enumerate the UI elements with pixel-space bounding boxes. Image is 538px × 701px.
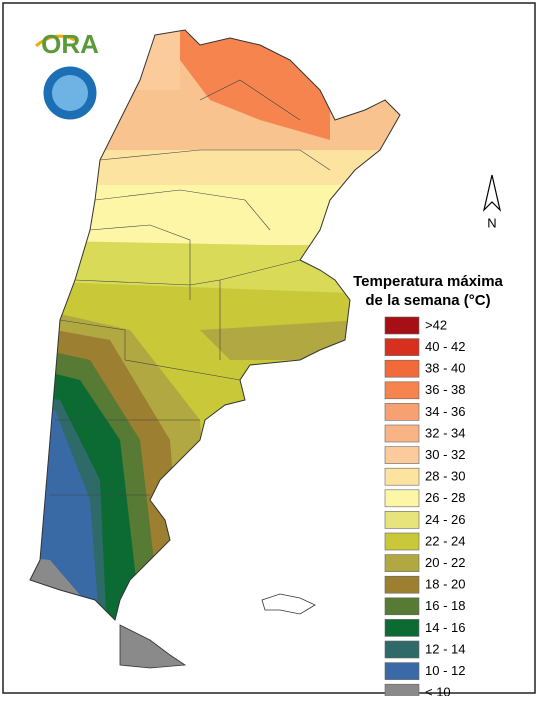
legend-swatch [384, 446, 420, 464]
legend-label: 20 - 22 [425, 555, 465, 570]
country-outline [29, 29, 401, 621]
legend-swatch [384, 316, 420, 335]
legend-swatch [384, 683, 420, 701]
legend-swatch [384, 640, 420, 659]
legend-swatch [384, 403, 420, 421]
legend-label: 24 - 26 [425, 512, 465, 527]
legend-label: 22 - 24 [425, 533, 465, 548]
legend-label: 18 - 20 [425, 577, 465, 592]
legend-label: < 10 [425, 685, 451, 696]
legend-swatch [384, 575, 420, 594]
province-borders [50, 79, 331, 496]
legend-swatch [384, 359, 420, 378]
legend-label: 32 - 34 [425, 425, 465, 440]
legend-title: Temperatura máxima [353, 273, 503, 290]
tierra-del-fuego [119, 624, 187, 669]
legend-swatch [384, 532, 420, 551]
logo-arc [35, 34, 76, 48]
legend-swatch [384, 381, 420, 400]
legend-swatch [384, 597, 420, 616]
legend-swatch [384, 338, 420, 356]
legend-swatch [384, 424, 420, 443]
legend-label: 40 - 42 [425, 339, 465, 354]
legend-label: 14 - 16 [425, 620, 465, 635]
legend-label: 10 - 12 [425, 663, 465, 678]
legend-label: 16 - 18 [425, 598, 465, 613]
legend-label: 26 - 28 [425, 490, 465, 505]
legend-swatch [384, 467, 420, 486]
legend-label: 28 - 30 [425, 469, 465, 484]
islands [261, 593, 316, 615]
legend-label: 34 - 36 [425, 404, 465, 419]
legend-swatch [384, 662, 420, 680]
legend-label: 38 - 40 [425, 361, 465, 376]
legend-swatch [384, 511, 420, 529]
legend-label: >42 [425, 317, 447, 332]
legend-title: de la semana (°C) [365, 292, 490, 309]
legend-swatch [384, 489, 420, 508]
north-label: N [487, 215, 496, 230]
north-arrow [482, 174, 502, 212]
legend-swatch [384, 554, 420, 572]
legend-swatch [384, 619, 420, 637]
legend-label: 12 - 14 [425, 641, 465, 656]
logo-seal-inner [52, 75, 88, 111]
legend-label: 36 - 38 [425, 382, 465, 397]
legend-label: 30 - 32 [425, 447, 465, 462]
logo-text: ORA [41, 29, 99, 59]
